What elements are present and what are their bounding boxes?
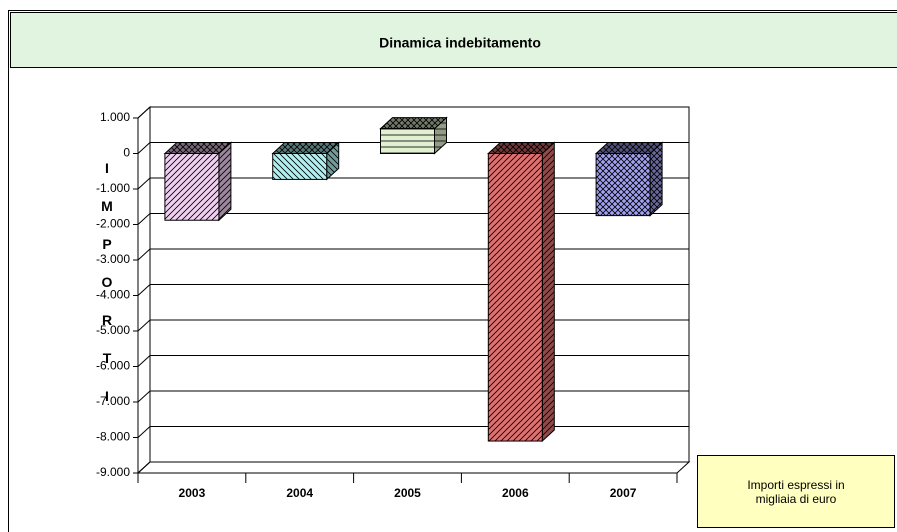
x-tick-label: 2007 <box>610 486 637 500</box>
bar <box>595 153 651 217</box>
y-tick-label: -1.000 <box>96 181 130 195</box>
bar-top <box>163 142 233 154</box>
bar <box>272 153 328 180</box>
x-tick-label: 2006 <box>502 486 529 500</box>
y-tick-label: -6.000 <box>96 359 130 373</box>
x-tick-label: 2005 <box>394 486 421 500</box>
grid-line <box>137 461 689 474</box>
y-tick-label: -9.000 <box>96 465 130 479</box>
x-tick-label: 2004 <box>286 486 313 500</box>
bar-side <box>649 141 663 217</box>
note: Importi espressi in migliaia di euro <box>697 455 895 528</box>
y-tick-label: -8.000 <box>96 430 130 444</box>
bar <box>487 153 543 442</box>
y-tick-label: -5.000 <box>96 323 130 337</box>
bar <box>164 153 220 221</box>
floor <box>136 461 691 474</box>
title-box <box>10 12 897 68</box>
bar <box>380 128 435 154</box>
bar-side <box>218 141 232 222</box>
y-axis-label: IMPORTI <box>99 160 115 426</box>
bar-top <box>271 142 340 154</box>
bar-side <box>541 141 555 443</box>
y-tick-label: 0 <box>123 146 130 160</box>
bar-top <box>594 142 664 154</box>
x-tick-label: 2003 <box>179 486 206 500</box>
y-tick-label: 1.000 <box>100 110 130 124</box>
y-tick-label: -4.000 <box>96 288 130 302</box>
bar-top <box>487 142 556 154</box>
bar-top <box>379 117 448 130</box>
chart-title: Dinamica indebitamento <box>379 35 541 51</box>
grid-line <box>137 106 689 119</box>
y-tick-label: -2.000 <box>96 217 130 231</box>
y-tick-label: -3.000 <box>96 252 130 266</box>
y-tick-label: -7.000 <box>96 394 130 408</box>
